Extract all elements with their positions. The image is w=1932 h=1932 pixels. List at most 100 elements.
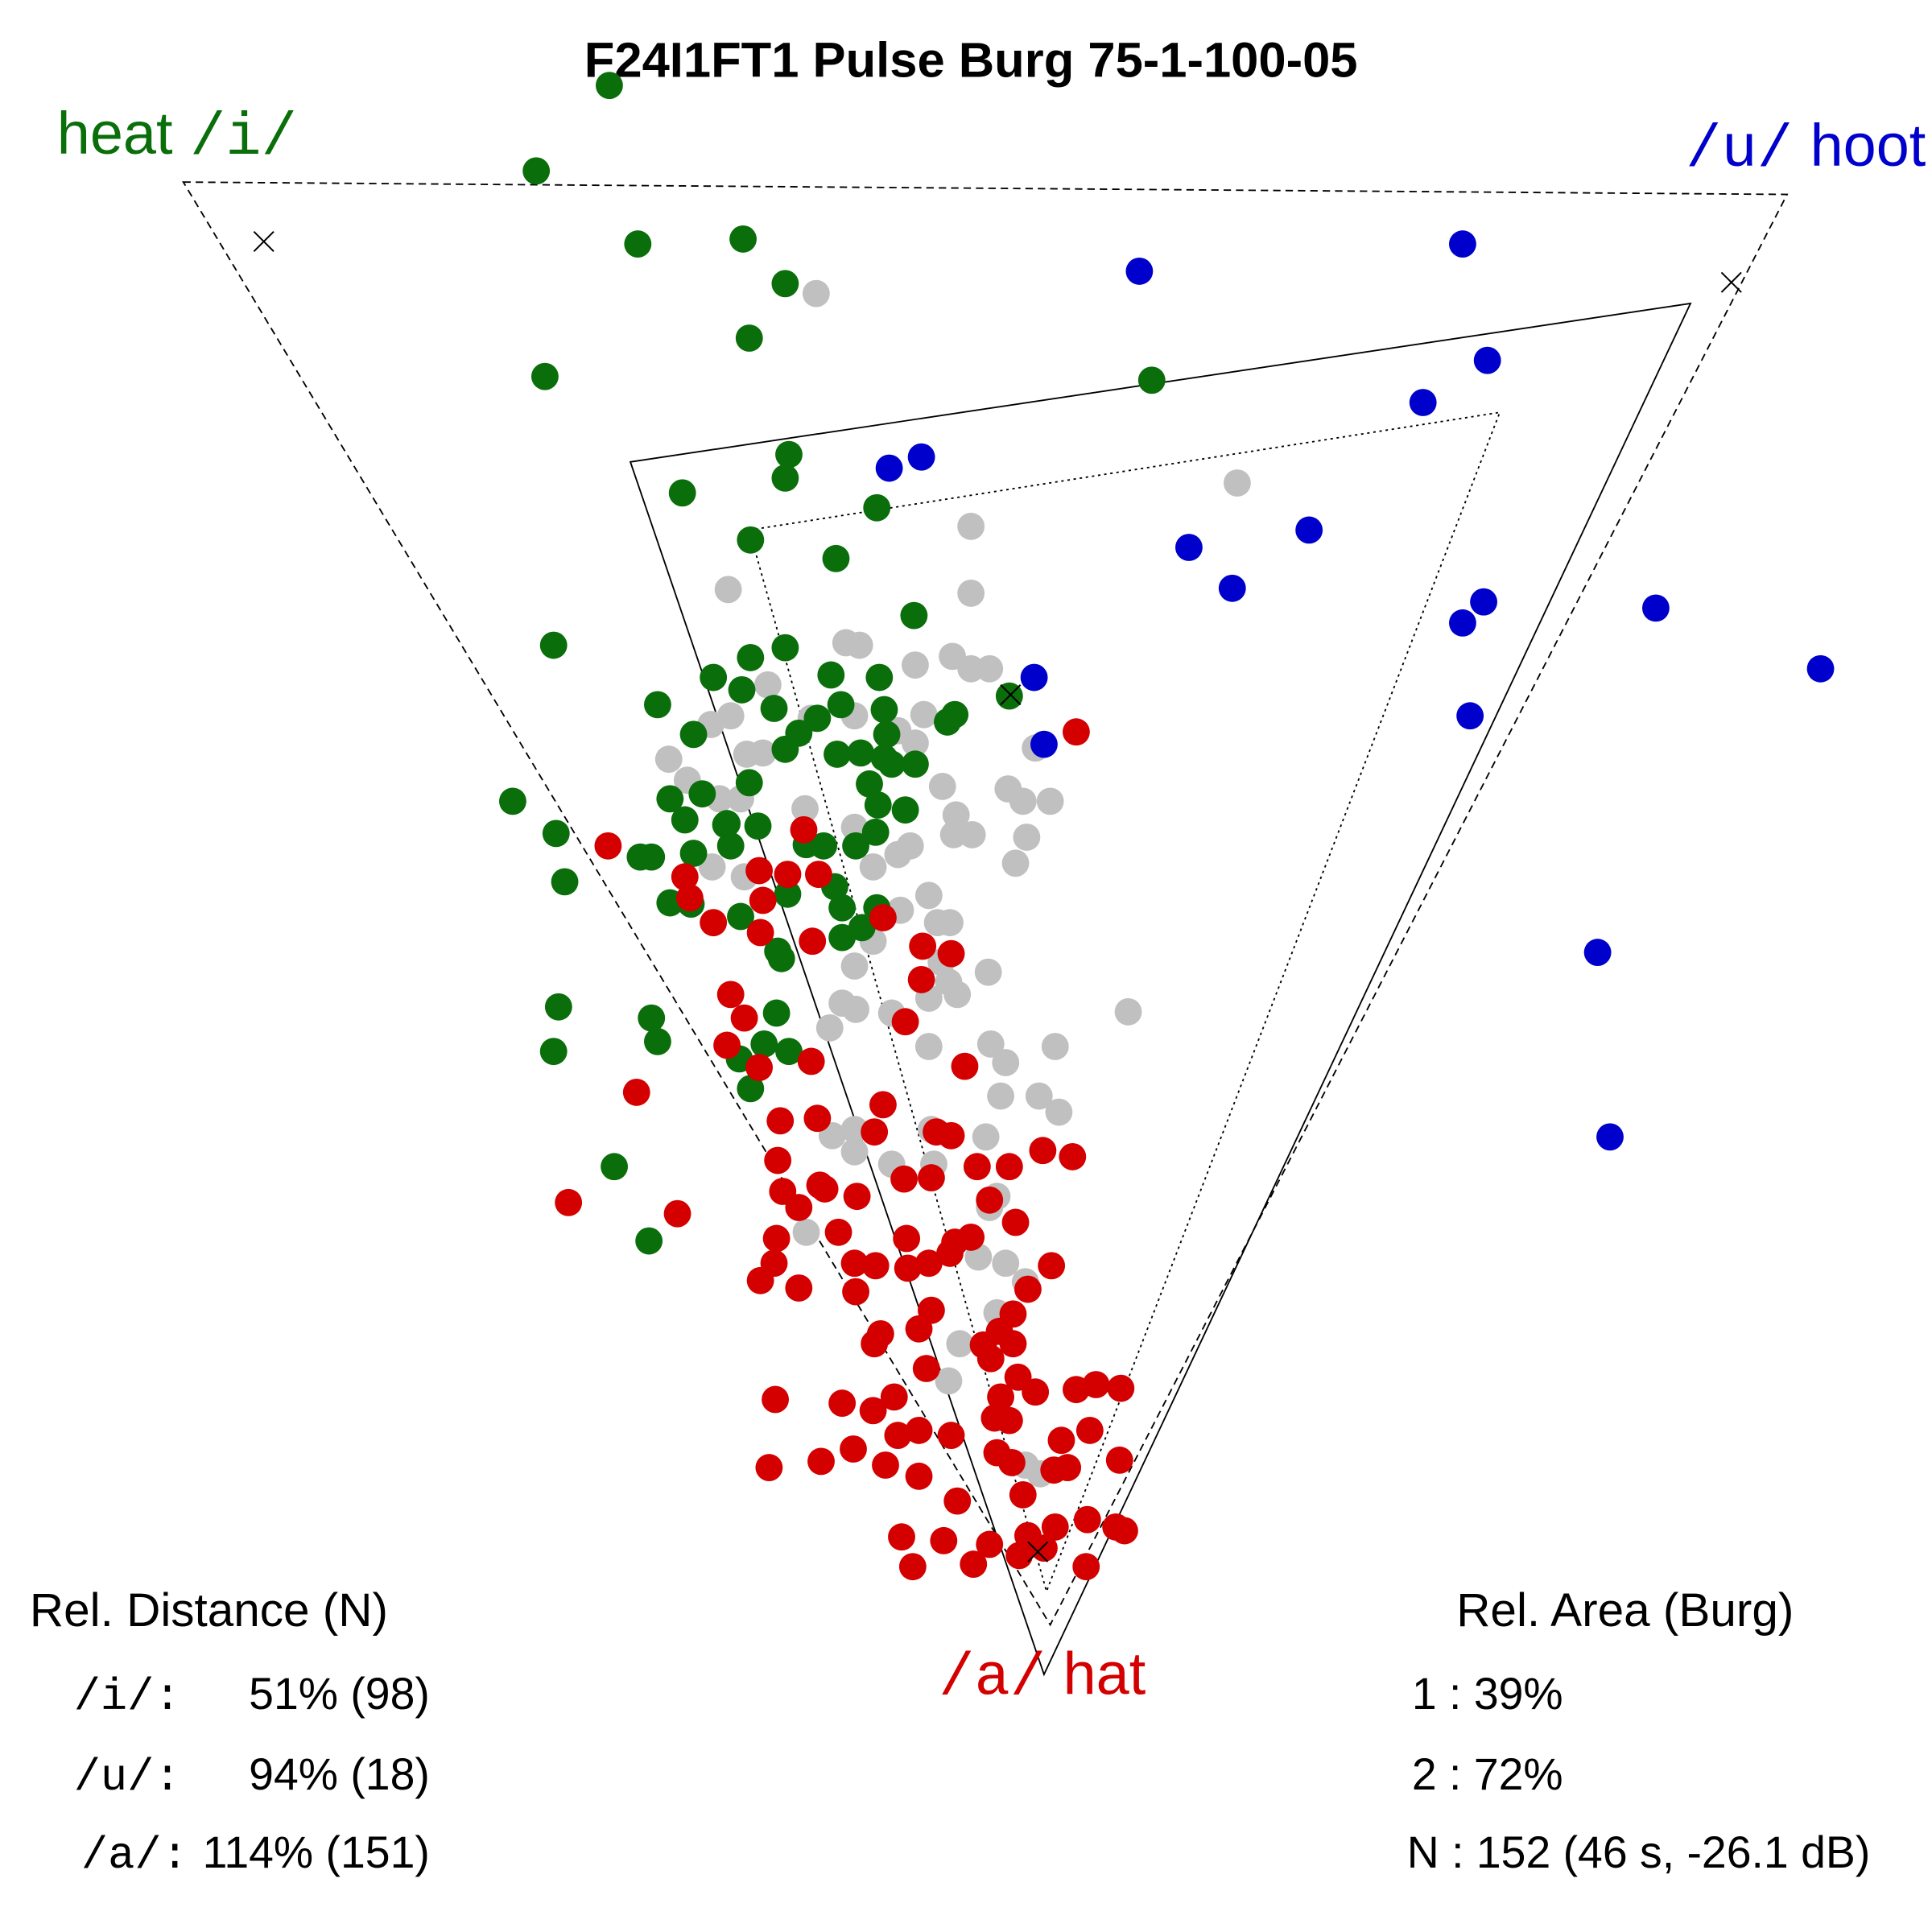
point-i	[596, 72, 623, 100]
point-other	[914, 1033, 943, 1060]
point-a	[774, 861, 802, 889]
point-u	[1030, 730, 1058, 758]
point-a	[995, 1406, 1023, 1435]
point-a	[937, 939, 965, 968]
point-a	[807, 1447, 835, 1476]
point-a	[762, 1385, 789, 1414]
point-i	[735, 324, 763, 352]
corner-label-u: /u/hoot	[1686, 112, 1926, 184]
point-i	[760, 695, 788, 722]
point-u	[1449, 230, 1476, 258]
point-other	[840, 1116, 869, 1143]
point-a	[869, 904, 897, 931]
point-a	[1001, 1208, 1030, 1236]
point-i	[688, 780, 716, 808]
point-other	[914, 881, 943, 910]
point-a	[730, 1004, 758, 1032]
point-i	[729, 225, 757, 253]
corner-label-i: heat/i/	[57, 100, 297, 172]
point-a	[790, 815, 818, 844]
point-i	[638, 1004, 666, 1032]
point-a	[828, 1389, 857, 1417]
point-i	[824, 741, 851, 768]
point-other	[802, 279, 830, 308]
point-i	[891, 796, 919, 824]
point-other	[815, 1014, 844, 1042]
point-i	[644, 1027, 671, 1055]
point-a	[869, 1091, 897, 1119]
point-a	[671, 863, 699, 891]
corner-phoneme-i: /i/	[190, 105, 297, 172]
point-other	[943, 980, 972, 1009]
point-a	[622, 1079, 650, 1106]
point-other	[974, 958, 1002, 986]
point-a	[1054, 1454, 1082, 1481]
point-a	[905, 1462, 933, 1490]
point-i	[864, 791, 892, 819]
point-a	[905, 1315, 933, 1343]
point-other	[840, 952, 869, 980]
point-a	[716, 980, 745, 1009]
point-a	[951, 1052, 979, 1080]
point-i	[644, 691, 671, 719]
rel-distance-a-label: /a/:	[81, 1831, 188, 1881]
point-a	[1082, 1371, 1110, 1398]
point-i	[822, 544, 850, 572]
point-other	[840, 1137, 869, 1166]
point-i	[737, 1075, 765, 1103]
point-a	[1073, 1505, 1101, 1534]
point-a	[918, 1164, 945, 1191]
point-other	[791, 795, 819, 823]
point-i	[635, 1227, 663, 1255]
point-a	[842, 1278, 869, 1306]
point-a	[861, 1118, 889, 1146]
point-a	[746, 919, 774, 947]
point-i	[551, 868, 579, 896]
point-i	[737, 644, 765, 671]
point-i	[873, 720, 901, 749]
point-i	[542, 819, 570, 848]
rel-area-row-1-label: 1	[1412, 1669, 1437, 1719]
point-a	[785, 1274, 813, 1302]
point-i	[771, 270, 799, 298]
rel-distance-i-label: /i/:	[74, 1672, 181, 1723]
point-other	[992, 1049, 1020, 1076]
point-a	[891, 1008, 919, 1036]
point-a	[1014, 1275, 1042, 1303]
point-a	[861, 1330, 889, 1358]
point-i	[762, 999, 791, 1027]
point-a	[840, 1435, 867, 1463]
point-other	[957, 512, 985, 540]
point-other	[936, 909, 964, 937]
rel-area-row-n: N : 152 (46 s, -26.1 dB)	[1407, 1827, 1871, 1877]
point-i	[713, 810, 741, 837]
point-i	[544, 993, 572, 1021]
point-i	[679, 840, 708, 867]
rel-area-title: Rel. Area (Burg)	[1456, 1584, 1794, 1637]
point-i	[828, 894, 857, 922]
point-u	[1409, 389, 1437, 416]
point-a	[907, 966, 935, 993]
point-a	[995, 1153, 1023, 1181]
point-a	[1111, 1517, 1138, 1545]
point-other	[1224, 469, 1251, 497]
point-other	[1013, 824, 1041, 851]
point-u	[1642, 594, 1670, 622]
point-other	[714, 576, 742, 604]
point-other	[928, 773, 956, 800]
corner-word-a: hat	[1063, 1641, 1146, 1707]
point-other	[992, 1249, 1020, 1278]
point-a	[1072, 1553, 1100, 1581]
point-i	[828, 923, 857, 952]
point-i	[539, 631, 568, 659]
point-a	[700, 909, 728, 937]
point-a	[1075, 1417, 1104, 1444]
point-a	[1059, 1143, 1087, 1170]
point-other	[935, 1367, 963, 1395]
point-i	[810, 832, 837, 860]
point-u	[907, 443, 935, 471]
point-a	[840, 1249, 869, 1278]
burg-area-triangle	[629, 302, 1692, 1677]
point-a	[1030, 1534, 1058, 1562]
